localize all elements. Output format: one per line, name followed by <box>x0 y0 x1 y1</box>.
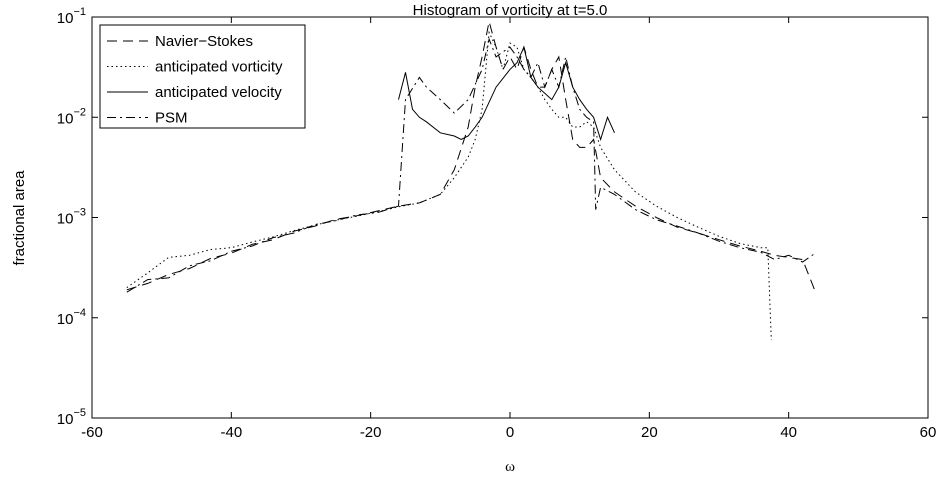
series-line <box>398 45 615 142</box>
legend-label: Navier−Stokes <box>155 33 253 50</box>
series-line <box>126 37 817 293</box>
legend-label: PSM <box>155 110 188 127</box>
y-tick-label: 10−4 <box>57 307 86 328</box>
y-tick-label: 10−3 <box>57 207 86 228</box>
x-tick-label: 0 <box>506 424 514 441</box>
x-tick-label: 40 <box>780 424 797 441</box>
legend-box <box>99 24 306 129</box>
y-tick-label: 10−2 <box>57 106 86 127</box>
legend-label: anticipated velocity <box>155 84 282 101</box>
x-tick-label: 60 <box>920 424 937 441</box>
x-tick-label: -40 <box>220 424 242 441</box>
chart-title: Histogram of vorticity at t=5.0 <box>413 2 608 19</box>
x-tick-label: -20 <box>360 424 382 441</box>
legend-label: anticipated vorticity <box>155 59 283 76</box>
y-tick-label: 10−1 <box>57 6 86 27</box>
x-axis-label: ω <box>505 459 515 475</box>
y-tick-label: 10−5 <box>57 407 86 428</box>
series-line <box>126 21 817 295</box>
y-axis-label: fractional area <box>11 170 28 266</box>
x-tick-label: 20 <box>641 424 658 441</box>
x-tick-label: -60 <box>81 424 103 441</box>
series-line <box>126 30 772 341</box>
